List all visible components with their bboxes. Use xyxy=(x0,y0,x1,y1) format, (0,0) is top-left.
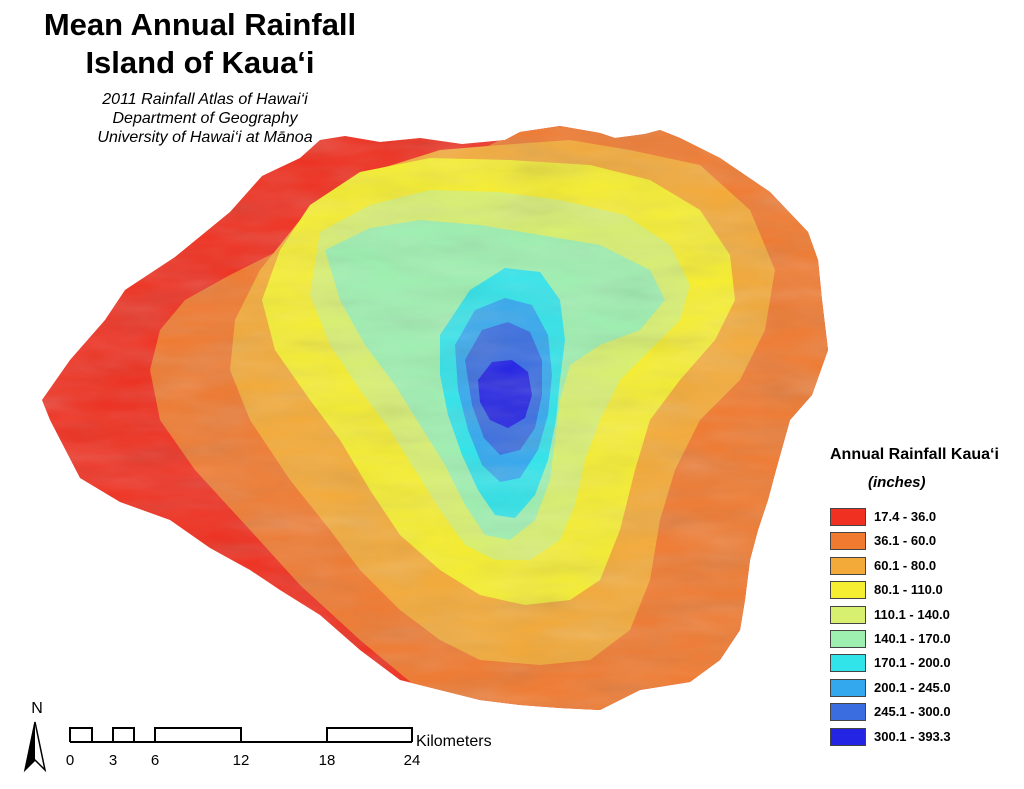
legend-label: 245.1 - 300.0 xyxy=(874,704,951,720)
map-title: Mean Annual Rainfall Island of Kaua‘i xyxy=(10,6,390,82)
legend-label: 140.1 - 170.0 xyxy=(874,630,951,646)
legend-label: 80.1 - 110.0 xyxy=(874,582,943,598)
scale-tick-label: 18 xyxy=(318,752,336,769)
map-title-line2: Island of Kaua‘i xyxy=(85,45,315,80)
legend-swatch xyxy=(830,629,866,648)
rainfall-zones xyxy=(42,126,828,710)
legend-swatch xyxy=(830,605,866,624)
legend-title: Annual Rainfall Kaua‘i xyxy=(830,446,999,463)
scale-tick-label: 12 xyxy=(232,752,250,769)
legend-swatch xyxy=(830,654,866,673)
legend-swatch xyxy=(830,556,866,575)
legend-label: 60.1 - 80.0 xyxy=(874,557,937,573)
legend-label: 36.1 - 60.0 xyxy=(874,533,937,549)
credits-line2: Department of Geography xyxy=(112,110,298,127)
north-arrow-icon xyxy=(23,721,47,773)
legend-swatch xyxy=(830,678,866,697)
legend-label: 300.1 - 393.3 xyxy=(874,728,951,744)
map-credits: 2011 Rainfall Atlas of Hawai‘i Departmen… xyxy=(40,90,370,147)
legend-label: 170.1 - 200.0 xyxy=(874,655,951,671)
scale-bar xyxy=(69,727,413,743)
scale-tick-label: 0 xyxy=(65,752,75,769)
legend-label: 110.1 - 140.0 xyxy=(874,606,950,622)
legend-swatch xyxy=(830,703,866,722)
credits-line3: University of Hawai‘i at Mānoa xyxy=(97,129,313,146)
credits-line1: 2011 Rainfall Atlas of Hawai‘i xyxy=(102,91,308,108)
hillshade-texture xyxy=(42,126,828,710)
legend-label: 17.4 - 36.0 xyxy=(874,509,937,524)
north-arrow: N xyxy=(22,700,52,718)
legend-label: 200.1 - 245.0 xyxy=(874,679,951,695)
legend-swatch xyxy=(830,727,866,746)
legend-swatch xyxy=(830,532,866,551)
scale-tick-label: 6 xyxy=(150,752,160,769)
scale-tick-label: 24 xyxy=(403,752,421,769)
map-title-line1: Mean Annual Rainfall xyxy=(43,7,357,42)
scale-unit-label: Kilometers xyxy=(416,733,492,750)
legend-units: (inches) xyxy=(868,474,926,491)
legend-swatch xyxy=(830,581,866,600)
north-label: N xyxy=(31,700,43,717)
scale-tick-label: 3 xyxy=(108,752,118,769)
legend-swatch xyxy=(830,508,866,526)
